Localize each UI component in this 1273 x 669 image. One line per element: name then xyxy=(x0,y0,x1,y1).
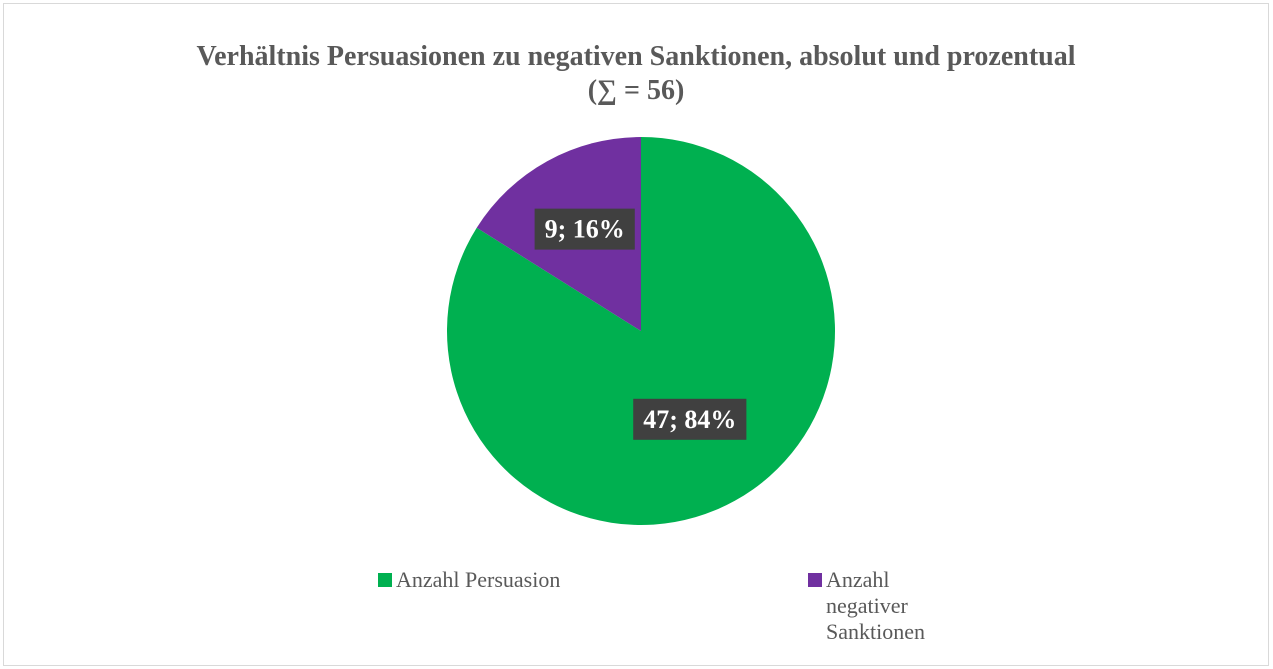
legend-swatch-sanktionen xyxy=(808,573,822,587)
data-label-sanktionen-box xyxy=(534,208,635,250)
data-label-sanktionen: 9; 16% xyxy=(534,208,635,250)
chart-title: Verhältnis Persuasionen zu negativen San… xyxy=(4,40,1268,108)
legend-swatch-persuasion xyxy=(378,573,392,587)
chart-subtitle: (∑ = 56) xyxy=(587,75,685,106)
legend-item-sanktionen: Anzahl negativer Sanktionen xyxy=(808,567,968,645)
legend-label-persuasion: Anzahl Persuasion xyxy=(396,567,561,592)
chart-title-main: Verhältnis Persuasionen zu negativen San… xyxy=(196,41,1076,72)
pie-chart: 47; 84% 9; 16% xyxy=(446,137,835,525)
data-label-sanktionen-text: 9; 16% xyxy=(545,215,625,244)
data-label-persuasion: 47; 84% xyxy=(633,398,747,440)
data-label-persuasion-text: 47; 84% xyxy=(643,405,736,434)
legend-item-persuasion: Anzahl Persuasion xyxy=(378,567,638,593)
chart-frame: Verhältnis Persuasionen zu negativen San… xyxy=(3,3,1269,666)
data-label-persuasion-box xyxy=(633,398,747,440)
legend-label-sanktionen: Anzahl negativer Sanktionen xyxy=(826,567,925,644)
